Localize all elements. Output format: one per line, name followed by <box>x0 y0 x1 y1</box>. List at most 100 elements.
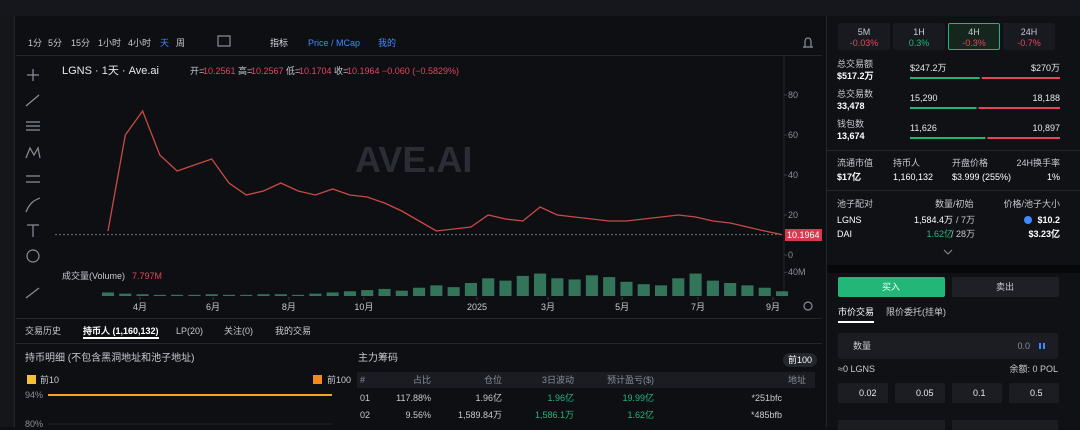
buy-bar <box>910 77 980 79</box>
timeframe-tab[interactable] <box>948 23 1000 50</box>
volume-bar <box>637 284 650 296</box>
pool-initial: / 28万 <box>950 229 975 239</box>
column-header: # <box>360 375 366 385</box>
stat-sell: 10,897 <box>1032 123 1060 133</box>
volume-bar <box>153 294 166 296</box>
tab[interactable]: 交易历史 <box>25 326 62 336</box>
volume-bar <box>689 273 702 296</box>
pool-header: 数量/初始 <box>935 199 974 209</box>
stat-total: 33,478 <box>837 101 865 111</box>
info-label: 持币人 <box>893 158 921 168</box>
legend-checkbox <box>27 375 36 384</box>
side-nav <box>0 16 15 427</box>
interval-button[interactable]: 天 <box>160 38 170 48</box>
volume-bar <box>378 288 391 296</box>
volume-bar <box>499 280 512 296</box>
indicator-button[interactable]: 指标 <box>270 38 289 48</box>
volume-bar <box>464 283 477 296</box>
volume-bar <box>654 285 668 296</box>
info-label: 24H换手率 <box>1016 158 1060 168</box>
table-cell: 1.62亿 <box>627 410 654 420</box>
timeframe-tab[interactable] <box>1003 23 1055 50</box>
volume-bar <box>136 294 149 296</box>
timeframe-tab[interactable] <box>893 23 945 50</box>
timeframe-label: 4H <box>968 27 980 37</box>
volume-bar <box>741 285 754 296</box>
quick-amount-label: 0.05 <box>916 388 934 398</box>
volume-bar <box>724 283 737 296</box>
timeframe-change: -0.3% <box>962 38 986 48</box>
interval-button[interactable]: 周 <box>176 38 186 48</box>
legend-label[interactable]: 前10 <box>40 375 60 385</box>
volume-bar <box>516 275 529 296</box>
x-tick-label: 8月 <box>281 302 296 312</box>
legend-label[interactable]: 前100 <box>327 375 352 385</box>
volume-tick-label: 40M <box>788 267 806 278</box>
ohlc-label: 收= <box>334 66 349 76</box>
order-tab[interactable]: 限价委托(挂单) <box>886 307 946 317</box>
buy-button[interactable] <box>838 277 945 297</box>
stat-label: 总交易数 <box>837 89 874 99</box>
volume-bar <box>222 294 236 296</box>
tab[interactable]: 持币人 (1,160,132) <box>83 325 159 339</box>
sell-bar <box>978 107 1060 109</box>
y-tick-label: 0 <box>788 250 794 260</box>
filter-pill[interactable]: 前100 <box>783 353 818 367</box>
price-mcap-toggle[interactable]: Price / MCap <box>308 38 361 48</box>
divider <box>16 343 822 344</box>
volume-bar <box>603 277 616 296</box>
quick-amount-button[interactable] <box>895 383 945 403</box>
last-price-label: 10.1964 <box>785 228 822 241</box>
volume-bar <box>171 294 184 296</box>
volume-bar <box>672 278 685 296</box>
buy-button-label: 买入 <box>881 282 901 292</box>
volume-bar <box>568 279 581 296</box>
interval-button[interactable]: 4小时 <box>128 38 152 48</box>
table-cell: 1.96亿 <box>547 393 574 403</box>
buy-bar <box>910 107 977 109</box>
interval-button[interactable]: 1分 <box>28 38 43 48</box>
table-cell: 117.88% <box>396 393 431 403</box>
timeframe-change: 0.3% <box>908 38 930 48</box>
quick-amount-button[interactable] <box>838 383 888 403</box>
tab[interactable]: LP(20) <box>176 326 204 336</box>
x-tick-label: 10月 <box>354 302 374 312</box>
quick-amount-button[interactable] <box>1009 383 1059 403</box>
stat-label: 总交易额 <box>837 59 874 69</box>
quick-amount-button[interactable] <box>952 383 1002 403</box>
divider <box>827 265 1080 273</box>
timeframe-tab[interactable] <box>838 23 890 50</box>
interval-button[interactable]: 15分 <box>71 38 91 48</box>
sell-button[interactable] <box>952 277 1059 297</box>
y-tick-label: 20 <box>788 210 799 220</box>
interval-button[interactable]: 5分 <box>48 38 63 48</box>
sell-button-label: 卖出 <box>995 282 1015 292</box>
section-title: 主力筹码 <box>358 353 398 364</box>
volume-bar <box>585 275 598 296</box>
column-header: 预计盈亏($) <box>607 375 654 385</box>
volume-bar <box>758 287 771 296</box>
ohlc-label: 低= <box>286 66 301 76</box>
amount-input[interactable] <box>838 333 1058 359</box>
divider <box>16 55 822 56</box>
volume-bar <box>326 292 339 296</box>
tab[interactable]: 我的交易 <box>275 326 312 336</box>
volume-bar <box>257 294 270 296</box>
volume-bar <box>361 290 374 296</box>
y-tick-label: 80% <box>25 419 44 429</box>
interval-button[interactable]: 1小时 <box>98 38 122 48</box>
mine-button[interactable]: 我的 <box>378 38 397 48</box>
info-label: 开盘价格 <box>952 158 989 168</box>
order-tab[interactable]: 市价交易 <box>838 306 875 323</box>
volume-bar <box>309 293 322 296</box>
pool-name: LGNS <box>837 215 862 225</box>
x-tick-label: 2025 <box>466 302 487 312</box>
change-value: −0.060 (−0.5829%) <box>382 66 460 76</box>
timeframe-label: 5M <box>857 27 871 37</box>
y-tick-label: 94% <box>25 390 44 400</box>
volume-bar <box>240 294 253 296</box>
y-tick-label: 60 <box>788 130 799 140</box>
tab[interactable]: 关注(0) <box>224 326 253 336</box>
volume-bar <box>706 280 719 296</box>
